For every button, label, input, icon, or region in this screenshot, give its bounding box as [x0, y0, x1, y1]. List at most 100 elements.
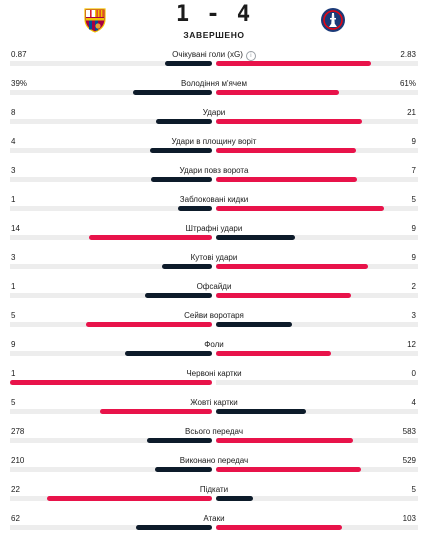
stat-row: 3 Кутові удари 9 — [0, 246, 428, 275]
home-bar — [178, 206, 212, 211]
stat-label: Жовті картки — [0, 398, 428, 407]
stat-row: 1 Офсайди 2 — [0, 275, 428, 304]
away-stat-value: 9 — [411, 137, 416, 146]
stat-label-text: Очікувані голи (xG) — [172, 50, 243, 59]
away-bar — [216, 90, 340, 95]
away-stat-value: 4 — [411, 398, 416, 407]
home-bar-track — [10, 61, 212, 66]
home-bar-track — [10, 293, 212, 298]
home-bar-track — [10, 177, 212, 182]
home-bar — [136, 525, 212, 530]
away-stat-value: 529 — [402, 456, 416, 465]
home-bar — [164, 61, 212, 66]
stat-label-text: Атаки — [203, 514, 225, 523]
home-stat-value: 0.87 — [11, 50, 27, 59]
away-bar — [216, 235, 295, 240]
away-stat-value: 21 — [407, 108, 416, 117]
home-bar-track — [10, 380, 212, 385]
stat-row: 8 Удари 21 — [0, 101, 428, 130]
home-bar-track — [10, 119, 212, 124]
away-bar — [216, 351, 332, 356]
home-stat-value: 278 — [11, 427, 25, 436]
home-bar — [149, 148, 212, 153]
away-stat-value: 0 — [411, 369, 416, 378]
barcelona-crest-icon[interactable] — [82, 7, 108, 33]
away-bar-track — [216, 90, 418, 95]
stat-label: Володіння м'ячем — [0, 79, 428, 88]
away-bar-track — [216, 119, 418, 124]
stat-row: 9 Фоли 12 — [0, 333, 428, 362]
home-bar — [146, 438, 212, 443]
stat-label-text: Червоні картки — [186, 369, 242, 378]
away-bar-track — [216, 148, 418, 153]
away-bar-track — [216, 177, 418, 182]
stat-row: 14 Штрафні удари 9 — [0, 217, 428, 246]
away-stat-value: 5 — [411, 485, 416, 494]
stat-label: Червоні картки — [0, 369, 428, 378]
home-stat-value: 8 — [11, 108, 16, 117]
home-bar — [156, 119, 212, 124]
away-stat-value: 2 — [411, 282, 416, 291]
stat-label: Очікувані голи (xG) i — [0, 50, 428, 61]
away-bar — [216, 467, 361, 472]
away-bar — [216, 293, 351, 298]
stat-label-text: Штрафні удари — [185, 224, 243, 233]
away-stat-value: 9 — [411, 253, 416, 262]
stat-row: 1 Червоні картки 0 — [0, 362, 428, 391]
stat-label: Фоли — [0, 340, 428, 349]
stat-row: 5 Жовті картки 4 — [0, 391, 428, 420]
away-bar — [216, 525, 343, 530]
away-bar-track — [216, 467, 418, 472]
home-bar-track — [10, 409, 212, 414]
away-bar — [216, 496, 254, 501]
statistics-list: 0.87 Очікувані голи (xG) i 2.83 39% Володіння… — [0, 43, 428, 536]
away-stat-value: 2.83 — [400, 50, 416, 59]
away-bar — [216, 148, 356, 153]
stat-label-text: Удари — [202, 108, 226, 117]
stat-label: Атаки — [0, 514, 428, 523]
stat-label-text: Заблоковані кидки — [179, 195, 249, 204]
stat-row: 22 Підкати 5 — [0, 478, 428, 507]
home-stat-value: 62 — [11, 514, 20, 523]
away-bar — [216, 61, 371, 66]
away-bar-track — [216, 322, 418, 327]
stat-label-text: Жовті картки — [190, 398, 238, 407]
stat-label-text: Кутові удари — [190, 253, 238, 262]
home-bar-track — [10, 264, 212, 269]
info-icon[interactable]: i — [245, 51, 256, 61]
away-bar — [216, 119, 363, 124]
stat-label: Підкати — [0, 485, 428, 494]
stat-label: Офсайди — [0, 282, 428, 291]
home-stat-value: 9 — [11, 340, 16, 349]
home-bar — [154, 467, 212, 472]
stat-row: 210 Виконано передач 529 — [0, 449, 428, 478]
stat-label: Заблоковані кидки — [0, 195, 428, 204]
away-bar — [216, 264, 368, 269]
home-stat-value: 5 — [11, 398, 16, 407]
away-bar-track — [216, 61, 418, 66]
home-bar-track — [10, 351, 212, 356]
stat-label-text: Удари в площину воріт — [171, 137, 257, 146]
home-bar-track — [10, 235, 212, 240]
home-stat-value: 3 — [11, 253, 16, 262]
stat-label: Сейви воротаря — [0, 311, 428, 320]
home-stat-value: 4 — [11, 137, 16, 146]
home-bar — [125, 351, 212, 356]
stat-row: 62 Атаки 103 — [0, 507, 428, 536]
home-stat-value: 22 — [11, 485, 20, 494]
psg-crest-icon[interactable] — [320, 7, 346, 33]
home-bar-track — [10, 438, 212, 443]
away-stat-value: 583 — [402, 427, 416, 436]
home-bar-track — [10, 206, 212, 211]
away-bar-track — [216, 409, 418, 414]
stat-label: Удари повз ворота — [0, 166, 428, 175]
home-stat-value: 210 — [11, 456, 25, 465]
stat-row: 1 Заблоковані кидки 5 — [0, 188, 428, 217]
stat-label-text: Фоли — [204, 340, 224, 349]
home-bar-track — [10, 90, 212, 95]
home-bar-track — [10, 148, 212, 153]
stat-label-text: Удари повз ворота — [179, 166, 249, 175]
home-stat-value: 1 — [11, 195, 16, 204]
home-bar-track — [10, 322, 212, 327]
home-stat-value: 14 — [11, 224, 20, 233]
